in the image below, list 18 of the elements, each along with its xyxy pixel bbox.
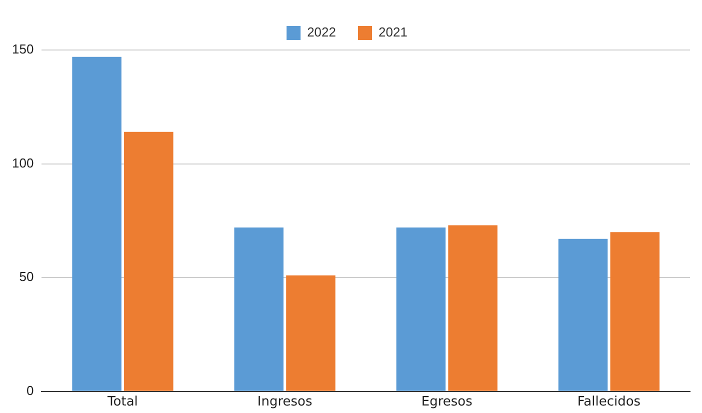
bar bbox=[610, 232, 660, 391]
x-tick-label: Egresos bbox=[421, 394, 473, 410]
y-tick-label: 150 bbox=[12, 42, 34, 57]
bar bbox=[558, 238, 608, 391]
y-tick-label: 0 bbox=[26, 382, 34, 398]
legend-label: 2021 bbox=[378, 24, 408, 40]
y-tick-label: 50 bbox=[19, 269, 34, 284]
legend-label: 2022 bbox=[307, 24, 336, 40]
x-tick-label: Fallecidos bbox=[577, 394, 641, 410]
x-tick-label: Ingresos bbox=[257, 394, 312, 410]
x-tick-label: Total bbox=[106, 394, 138, 410]
bar bbox=[234, 228, 284, 391]
bar bbox=[72, 56, 122, 391]
bar bbox=[448, 225, 498, 391]
bar bbox=[286, 275, 336, 391]
y-tick-label: 100 bbox=[12, 155, 34, 170]
bar bbox=[396, 228, 446, 391]
bar bbox=[124, 132, 174, 391]
